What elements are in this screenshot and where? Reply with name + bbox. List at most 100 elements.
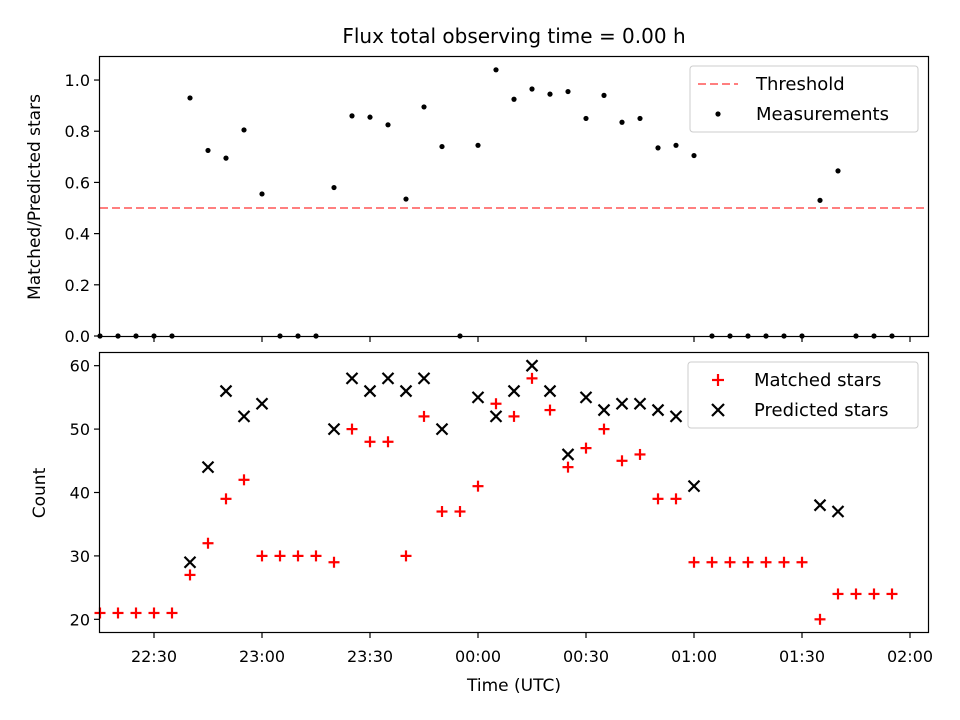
legend-threshold-label: Threshold bbox=[755, 74, 845, 95]
matched-star-point bbox=[814, 613, 826, 625]
measurement-point bbox=[187, 95, 193, 101]
bottom-legend-box bbox=[687, 361, 919, 429]
predicted-star-point bbox=[363, 384, 377, 398]
matched-star-point bbox=[886, 588, 898, 600]
bottom-y-axis-ticks: 20 30 40 50 60 bbox=[70, 357, 100, 629]
measurement-point bbox=[511, 96, 517, 102]
measurement-point bbox=[475, 142, 481, 148]
measurement-point bbox=[421, 104, 427, 110]
x-tick-label: 01:00 bbox=[671, 647, 717, 666]
measurement-point bbox=[565, 88, 571, 95]
matched-star-point bbox=[616, 455, 628, 467]
predicted-star-point bbox=[255, 397, 269, 411]
measurement-point bbox=[619, 119, 625, 125]
measurement-point bbox=[691, 152, 697, 159]
measurement-point bbox=[637, 115, 643, 122]
matched-star-point bbox=[670, 493, 682, 505]
bottom-legend: Matched stars Predicted stars bbox=[687, 361, 919, 429]
bottom-y-axis-label: Count bbox=[30, 467, 50, 518]
measurement-point bbox=[601, 92, 607, 98]
matched-star-point bbox=[796, 556, 808, 568]
top-legend: Threshold Measurements bbox=[689, 65, 919, 133]
matched-star-point bbox=[220, 493, 232, 505]
x-tick-label: 23:00 bbox=[239, 647, 285, 666]
measurement-point bbox=[349, 113, 355, 119]
legend-measurements-label: Measurements bbox=[756, 104, 889, 125]
matched-star-point bbox=[202, 537, 214, 549]
matched-star-point bbox=[832, 588, 844, 600]
bottom-y-tick-label: 50 bbox=[70, 420, 90, 439]
predicted-star-point bbox=[525, 359, 539, 372]
predicted-star-point bbox=[399, 384, 413, 398]
top-panel: Matched/Predicted stars 0.0 0.2 0.4 0.6 0.8 1… bbox=[25, 55, 930, 346]
matched-star-point bbox=[850, 588, 862, 600]
top-legend-box bbox=[689, 65, 919, 133]
matched-star-point bbox=[436, 506, 448, 518]
matched-star-point bbox=[580, 442, 592, 454]
top-y-tick-label: 1.0 bbox=[65, 71, 90, 90]
matched-star-point bbox=[148, 607, 160, 619]
matched-star-point bbox=[760, 556, 772, 568]
x-tick-label: 00:30 bbox=[563, 647, 609, 666]
predicted-star-point bbox=[201, 460, 215, 474]
x-tick-label: 01:30 bbox=[779, 647, 825, 666]
matched-star-point bbox=[598, 423, 610, 435]
matched-star-point bbox=[778, 556, 790, 568]
measurement-point bbox=[547, 91, 553, 97]
chart-title: Flux total observing time = 0.00 h bbox=[342, 24, 685, 48]
bottom-y-tick-label: 40 bbox=[70, 484, 90, 503]
matched-star-point bbox=[238, 474, 250, 486]
top-y-tick-label: 0.8 bbox=[65, 122, 90, 141]
top-y-tick-label: 0.4 bbox=[65, 225, 90, 244]
legend-measurements-swatch bbox=[715, 111, 721, 117]
matched-star-point bbox=[724, 556, 736, 568]
measurement-point bbox=[493, 67, 499, 73]
predicted-star-point bbox=[561, 448, 575, 461]
measurement-point bbox=[817, 197, 823, 203]
top-y-tick-label: 0.6 bbox=[65, 173, 90, 192]
legend-matched-swatch bbox=[712, 374, 724, 386]
measurement-point bbox=[673, 142, 679, 148]
predicted-star-point bbox=[489, 410, 503, 423]
matched-star-point bbox=[364, 436, 376, 448]
top-y-axis-ticks: 0.0 0.2 0.4 0.6 0.8 1.0 bbox=[65, 71, 100, 346]
predicted-star-point bbox=[831, 505, 845, 518]
matched-star-point bbox=[328, 556, 340, 568]
matched-star-point bbox=[166, 607, 178, 619]
measurement-point bbox=[583, 115, 589, 122]
matched-star-point bbox=[130, 607, 142, 619]
matched-star-point bbox=[184, 569, 196, 581]
matched-star-point bbox=[526, 372, 538, 384]
matched-star-point bbox=[400, 550, 412, 562]
matched-star-point bbox=[346, 423, 358, 435]
measurement-point bbox=[259, 191, 265, 197]
matched-star-point bbox=[454, 506, 466, 518]
predicted-star-point bbox=[687, 479, 701, 493]
measurement-point bbox=[439, 143, 445, 150]
matched-star-point bbox=[310, 550, 322, 562]
predicted-star-point bbox=[237, 410, 251, 423]
predicted-star-point bbox=[579, 391, 593, 404]
bottom-x-axis-ticks: 22:30 23:00 23:30 00:00 00:30 01:00 01:30 02:00 bbox=[131, 632, 933, 666]
matched-star-point bbox=[418, 410, 430, 422]
measurement-point bbox=[655, 145, 661, 151]
matched-star-point bbox=[292, 550, 304, 562]
matched-star-point bbox=[508, 410, 520, 422]
matched-star-point bbox=[868, 588, 880, 600]
top-plot-frame bbox=[98, 55, 930, 338]
predicted-star-point bbox=[615, 397, 629, 411]
measurement-point bbox=[241, 127, 247, 133]
matched-star-point bbox=[562, 461, 574, 473]
top-y-tick-label: 0.2 bbox=[65, 276, 90, 295]
measurement-point bbox=[403, 196, 409, 202]
x-tick-label: 22:30 bbox=[131, 647, 177, 666]
predicted-star-point bbox=[651, 403, 665, 417]
measurement-point bbox=[205, 147, 211, 154]
measurement-point bbox=[331, 184, 337, 191]
predicted-star-point bbox=[219, 384, 233, 398]
matched-star-point bbox=[274, 550, 286, 562]
matched-star-point bbox=[544, 404, 556, 416]
matched-star-point bbox=[490, 398, 502, 410]
